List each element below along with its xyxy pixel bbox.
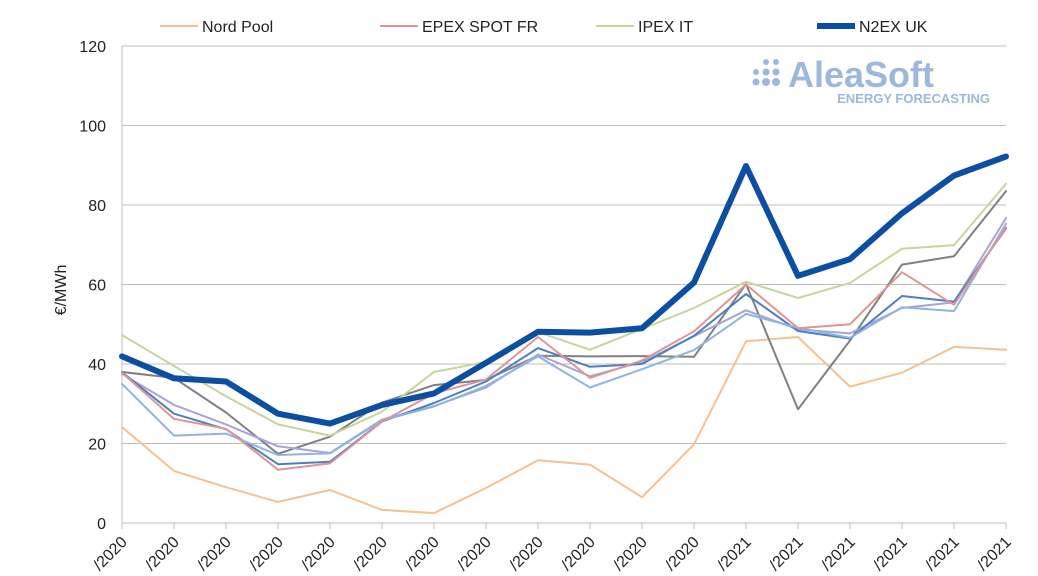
x-tick-label: /2020 xyxy=(90,534,130,574)
series-line-unlabeled-4 xyxy=(121,222,1007,456)
y-tick-label: 20 xyxy=(88,437,106,454)
x-tick-label: /2021 xyxy=(974,534,1014,574)
series-line-n2ex-uk xyxy=(119,153,1009,427)
series-line-epex-spot-fr xyxy=(121,226,1007,471)
series-line-nord-pool xyxy=(121,336,1007,515)
y-tick-label: 60 xyxy=(88,278,106,295)
x-tick-label: /2020 xyxy=(142,534,182,574)
x-tick-label: /2020 xyxy=(610,534,650,574)
series-line-unlabeled-3 xyxy=(121,227,1007,466)
y-tick-label: 40 xyxy=(88,357,106,374)
y-tick-label: 80 xyxy=(88,198,106,215)
logo-name: AleaSoft xyxy=(788,54,934,95)
series-line-ipex-it xyxy=(121,182,1007,437)
y-axis-label: €/MWh xyxy=(53,265,70,316)
y-tick-label: 120 xyxy=(79,39,106,56)
axes xyxy=(121,46,1006,524)
grid-lines xyxy=(122,45,1006,444)
y-tick-label: 100 xyxy=(79,119,106,136)
x-tick-label: /2021 xyxy=(818,534,858,574)
x-tick-label: /2020 xyxy=(506,534,546,574)
y-tick-label: 0 xyxy=(97,516,106,533)
y-axis-ticks: 0 20 40 60 80 100 120 xyxy=(79,39,106,533)
x-tick-label: /2021 xyxy=(922,534,962,574)
logo-dots-icon xyxy=(752,59,780,86)
legend-label-nord-pool: Nord Pool xyxy=(202,19,273,36)
series-lines xyxy=(119,153,1009,515)
legend-label-ipex-it: IPEX IT xyxy=(638,19,693,36)
legend-label-n2ex-uk: N2EX UK xyxy=(859,19,928,36)
x-tick-label: /2021 xyxy=(870,534,910,574)
x-tick-label: /2020 xyxy=(350,534,390,574)
x-axis-ticks: /2020/2020/2020/2020/2020/2020/2020/2020… xyxy=(90,523,1015,574)
legend-label-epex-spot-fr: EPEX SPOT FR xyxy=(422,19,538,36)
x-tick-label: /2021 xyxy=(714,534,754,574)
x-tick-label: /2020 xyxy=(402,534,442,574)
logo-tagline: ENERGY FORECASTING xyxy=(837,91,990,106)
aleasoft-logo: AleaSoft ENERGY FORECASTING xyxy=(752,54,990,106)
x-tick-label: /2020 xyxy=(558,534,598,574)
x-tick-label: /2020 xyxy=(246,534,286,574)
x-tick-label: /2021 xyxy=(766,534,806,574)
legend: Nord Pool EPEX SPOT FR IPEX IT N2EX UK xyxy=(160,19,928,36)
x-tick-label: /2020 xyxy=(298,534,338,574)
x-tick-label: /2020 xyxy=(194,534,234,574)
series-line-unlabeled-2 xyxy=(121,217,1007,454)
x-tick-label: /2020 xyxy=(454,534,494,574)
x-tick-label: /2020 xyxy=(662,534,702,574)
series-line-unlabeled-1 xyxy=(121,190,1007,455)
